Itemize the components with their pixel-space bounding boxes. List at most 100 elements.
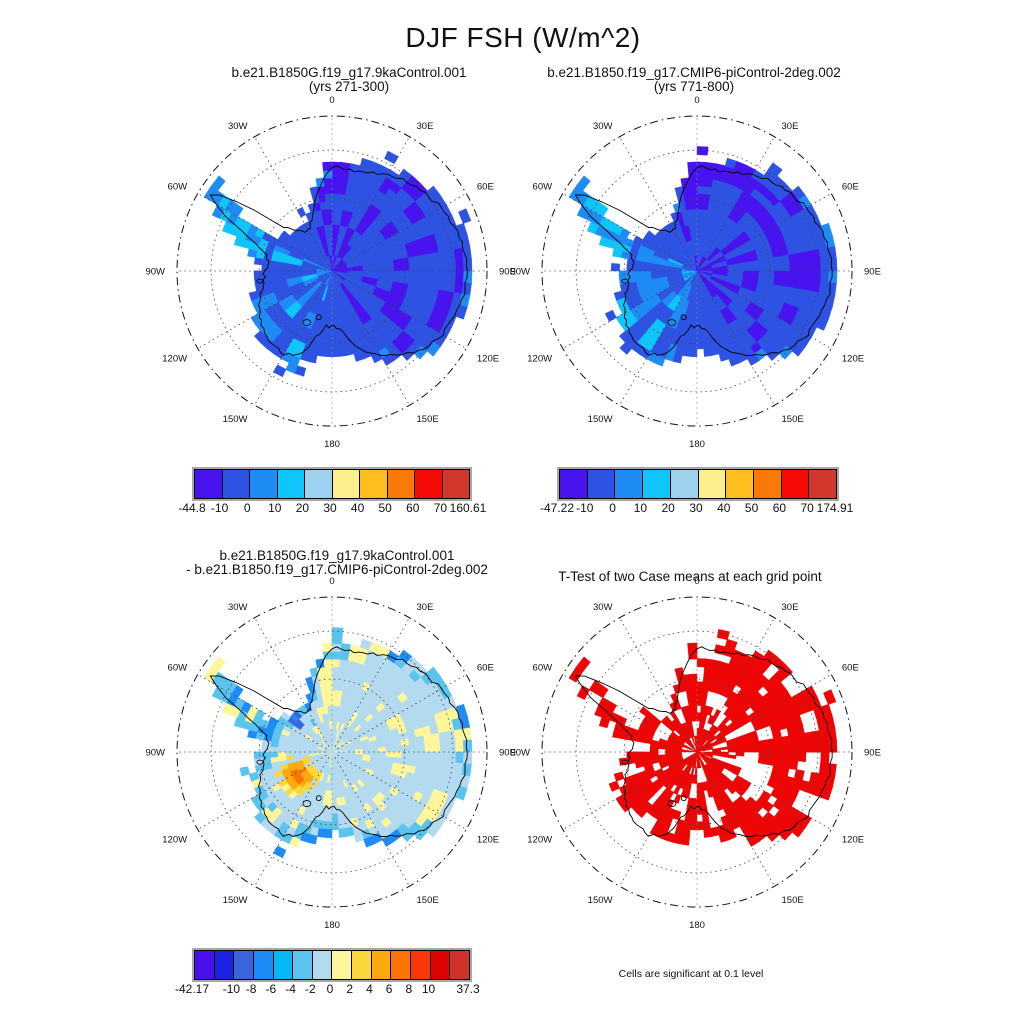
lon-label: 120W [162,354,187,365]
lon-label: 0 [694,576,699,587]
panel1-title: b.e21.B1850G.f19_g17.9kaControl.001 (yrs… [232,66,467,93]
colorbar-box [414,469,443,499]
colorbar-tick-label: 37.3 [456,982,480,996]
lon-label: 0 [329,576,334,587]
colorbar-box [614,469,644,499]
colorbar-box [808,469,838,499]
lon-labels: 0 30E 60E 90E 120E 150E 180 150W 120W 90W 60W 30W [510,576,880,931]
lon-label: 30E [417,602,434,613]
lon-label: 180 [689,439,705,450]
colorbar-tick-label: 174.91 [816,501,854,515]
colorbar-tick-label: 50 [378,501,392,515]
lon-label: 120E [842,835,864,846]
colorbar-box [390,950,412,980]
colorbar-box [194,950,215,980]
colorbar-difference-labels: -42.17 -10 -8 -6 -4 -2 0 2 4 6 8 10 37.3 [175,982,480,996]
panel2-title: b.e21.B1850.f19_g17.CMIP6-piControl-2deg… [547,66,840,93]
panel2-title-line2: (yrs 771-800) [653,78,735,94]
lon-label: 90E [499,748,516,759]
lon-label: 120W [527,835,552,846]
colorbar-tick-label: 160.61 [449,501,487,515]
colorbar-box [752,469,782,499]
lon-label: 60E [842,663,859,674]
colorbar-box [233,950,254,980]
colorbar-tick-label: -10 [576,501,594,515]
lon-label: 120E [842,354,864,365]
lon-labels: 0 30E 60E 90E 120E 150E 180 150W 120W 90W 60W 30W [510,95,880,450]
colorbar-box [441,469,470,499]
colorbar-tick-label: 0 [326,982,334,996]
lon-label: 150W [588,895,613,906]
colorbar-tick-label: 50 [744,501,759,515]
figure-title: DJF FSH (W/m^2) [405,22,641,53]
colorbar-difference [192,948,472,982]
lon-label: 60E [842,182,859,193]
coastline [209,646,468,838]
colorbar-box [359,469,388,499]
colorbar-case2 [557,467,839,501]
coastline [574,165,833,357]
lon-label: 180 [324,439,340,450]
colorbar-tick-label: 0 [609,501,616,515]
lon-label: 90E [499,267,516,278]
lon-label: 30W [228,121,248,132]
colorbar-box [586,469,616,499]
lon-label: 150W [223,414,248,425]
lon-label: 60E [477,182,494,193]
colorbar-tick-label: 2 [346,982,354,996]
colorbar-tick-label: 70 [800,501,814,515]
lon-label: 150W [588,414,613,425]
colorbar-tick-label: 10 [421,982,436,996]
lon-label: 180 [689,920,705,931]
panel1-title-line2: (yrs 271-300) [308,78,390,94]
colorbar-box [780,469,810,499]
graticule [541,115,853,427]
colorbar-tick-label: 4 [366,982,373,996]
panel1-title-line1: b.e21.B1850G.f19_g17.9kaControl.001 [231,65,467,80]
colorbar-case1-labels: -44.8 -10 0 10 20 30 40 50 60 70 160.61 [178,501,486,515]
graticule [176,596,488,908]
colorbar-tick-label: -44.8 [178,501,206,515]
map-case2: 0 30E 60E 90E 120E 150E 180 150W 120W 90W 60W 30W [510,95,880,450]
colorbar-box [221,469,250,499]
lon-label: 90W [510,267,530,278]
lon-label: 150W [223,895,248,906]
map-cells [568,146,838,367]
graticule [541,596,853,908]
colorbar-box [311,950,333,980]
lon-label: 30E [417,121,434,132]
colorbar-box [351,950,372,980]
colorbar-tick-label: -2 [304,982,316,996]
lon-label: 90W [145,748,165,759]
map-cells [203,627,473,859]
colorbar-box [304,469,333,499]
colorbar-box [725,469,754,499]
lon-labels: 0 30E 60E 90E 120E 150E 180 150W 120W 90W 60W 30W [145,576,515,931]
colorbar-tick-label: 30 [689,501,703,515]
panel2-title-line1: b.e21.B1850.f19_g17.CMIP6-piControl-2deg… [547,65,841,80]
colorbar-tick-label: 60 [406,501,420,515]
significance-note: Cells are significant at 0.1 level [618,968,764,980]
lon-label: 30W [593,602,613,613]
lon-label: 60W [168,663,188,674]
colorbar-box [331,950,353,980]
colorbar-tick-label: -42.17 [174,982,210,996]
lon-label: 150E [782,895,804,906]
coastline [574,646,833,838]
colorbar-box [559,469,588,499]
colorbar-box [252,950,274,980]
lon-label: 90W [510,748,530,759]
colorbar-box [642,469,671,499]
lon-label: 90E [864,267,881,278]
colorbar-tick-label: -47.22 [539,501,575,515]
lon-label: 90W [145,267,165,278]
panel3-title-line1: b.e21.B1850G.f19_g17.9kaControl.001 [219,548,455,563]
colorbar-tick-label: 20 [661,501,675,515]
lon-label: 30W [228,602,248,613]
colorbar-box [386,469,415,499]
colorbar-case2-labels: -47.22 -10 0 10 20 30 40 50 60 70 174.91 [540,501,853,515]
colorbar-tick-label: 40 [717,501,731,515]
coastline [209,165,468,357]
colorbar-tick-label: -6 [265,982,277,996]
colorbar-box [292,950,313,980]
